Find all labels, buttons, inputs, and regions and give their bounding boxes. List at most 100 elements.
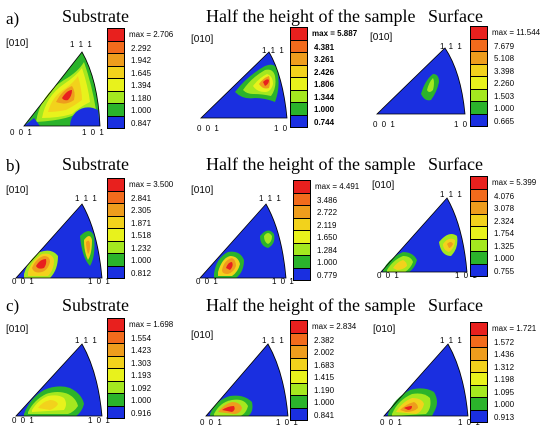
- legend-swatch: [107, 343, 125, 357]
- legend-max-label: max = 2.834: [312, 322, 357, 331]
- title-substrate-a: Substrate: [62, 6, 129, 26]
- legend-value: 1.344: [314, 92, 335, 102]
- corner-001: 0 0 1: [380, 418, 403, 427]
- legend-value: 2.260: [494, 79, 515, 88]
- legend-value: 2.324: [494, 216, 515, 226]
- legend-swatch: [290, 102, 308, 116]
- legend-value: 1.232: [131, 243, 152, 253]
- legend-swatch: [290, 370, 308, 384]
- legend-swatch: [290, 345, 308, 359]
- legend-swatch: [470, 38, 488, 52]
- legend-swatch: [107, 253, 125, 267]
- legend-swatch: [290, 332, 308, 346]
- legend-swatch: [290, 52, 308, 66]
- legend-value: 1.554: [131, 333, 152, 343]
- legend-value: 1.423: [131, 346, 152, 355]
- pole-figure-surface-b: [380, 197, 468, 273]
- title-surface-a: Surface: [428, 6, 483, 26]
- legend-value: 0.916: [131, 408, 152, 418]
- legend-value: 3.486: [317, 195, 338, 205]
- pole-figure-surface-c: [383, 343, 469, 417]
- legend-swatch: [470, 26, 488, 40]
- corner-111: 1 1 1: [440, 190, 463, 199]
- pole-figure-half-a: [200, 51, 288, 119]
- legend-swatch: [107, 203, 125, 217]
- legend-swatch: [470, 188, 488, 202]
- legend-value: 1.284: [317, 245, 338, 255]
- legend-max-label: max = 2.706: [129, 30, 174, 39]
- legend-swatch: [470, 113, 488, 127]
- pole-figure-surface-a: [376, 47, 466, 115]
- legend-swatch: [107, 28, 125, 42]
- pole-figure-substrate-b: [15, 203, 103, 279]
- legend-swatch: [470, 322, 488, 336]
- dir-label: [010]: [372, 180, 395, 191]
- legend-swatch: [107, 78, 125, 92]
- legend-swatch: [470, 88, 488, 102]
- corner-001: 0 0 1: [12, 277, 35, 286]
- legend-max-label: max = 3.500: [129, 180, 174, 189]
- corner-001: 0 0 1: [196, 277, 219, 286]
- legend-value: 1.000: [131, 106, 152, 115]
- legend-swatch: [293, 255, 311, 269]
- legend-swatch: [470, 409, 488, 423]
- legend-value: 0.841: [314, 410, 335, 420]
- legend-swatch: [290, 382, 308, 396]
- legend-value: 1.683: [314, 360, 335, 370]
- corner-101: 1 0 1: [88, 416, 111, 425]
- legend-swatch: [290, 407, 308, 421]
- corner-111: 1 1 1: [262, 46, 285, 55]
- corner-101: 1 0 1: [272, 277, 295, 286]
- legend-swatch: [470, 63, 488, 77]
- legend-swatch: [470, 213, 488, 227]
- legend-value: 1.312: [494, 362, 515, 372]
- legend-value: 1.000: [494, 254, 515, 263]
- legend-swatch: [293, 180, 311, 194]
- legend-swatch: [470, 334, 488, 348]
- row-label-a: a): [6, 9, 20, 28]
- legend-swatch: [107, 355, 125, 369]
- corner-001: 0 0 1: [373, 120, 396, 129]
- corner-111: 1 1 1: [259, 194, 282, 203]
- legend-value: 3.398: [494, 66, 515, 76]
- legend-value: 1.303: [131, 358, 152, 368]
- title-half-c: Half the height of the sample: [206, 295, 416, 315]
- legend-value: 1.180: [131, 93, 152, 103]
- legend-swatch: [290, 395, 308, 409]
- legend-swatch: [107, 368, 125, 382]
- legend-value: 1.415: [314, 373, 335, 382]
- dir-label: [010]: [191, 330, 214, 341]
- legend-swatch: [470, 263, 488, 277]
- legend-swatch: [290, 114, 308, 128]
- legend-value: 2.426: [314, 67, 335, 77]
- legend-swatch: [470, 359, 488, 373]
- legend-value: 0.812: [131, 268, 152, 278]
- legend-swatch: [470, 51, 488, 65]
- pole-figure-half-c: [205, 343, 289, 417]
- legend-value: 1.754: [494, 229, 515, 238]
- legend-value: 1.190: [314, 385, 335, 395]
- legend-value: 1.942: [131, 56, 152, 65]
- legend-swatch: [107, 240, 125, 254]
- legend-swatch: [293, 230, 311, 244]
- title-surface-c: Surface: [428, 295, 483, 315]
- legend-value: 1.198: [494, 375, 515, 384]
- legend-swatch: [470, 101, 488, 115]
- corner-101: 1 0 1: [88, 277, 111, 286]
- legend-swatch: [470, 176, 488, 190]
- legend-value: 7.679: [494, 41, 515, 51]
- corner-001: 0 0 1: [377, 271, 400, 280]
- legend-value: 1.325: [494, 241, 515, 251]
- legend-value: 3.261: [314, 55, 335, 64]
- legend-swatch: [470, 384, 488, 398]
- legend-value: 1.000: [494, 400, 515, 409]
- legend-value: 1.871: [131, 218, 152, 228]
- legend-swatch: [107, 65, 125, 79]
- legend-swatch: [470, 397, 488, 411]
- title-surface-b: Surface: [428, 154, 483, 174]
- corner-001: 0 0 1: [197, 124, 220, 133]
- legend-max-label: max = 5.399: [492, 178, 537, 187]
- legend-swatch: [290, 89, 308, 103]
- legend-value: 1.394: [131, 81, 152, 90]
- legend-value: 0.779: [317, 270, 338, 280]
